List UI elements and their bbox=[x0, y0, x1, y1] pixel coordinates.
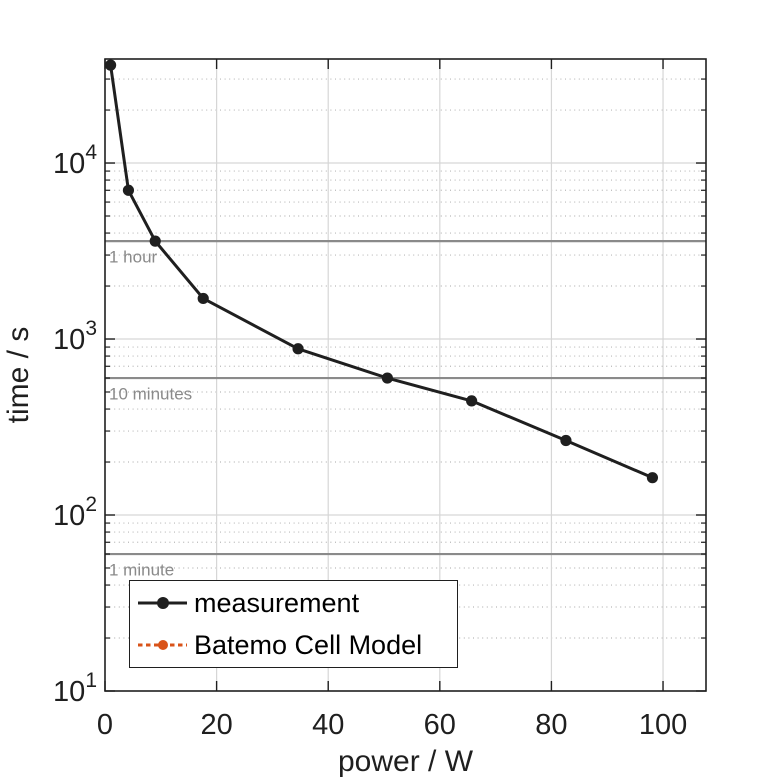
data-point-marker bbox=[560, 434, 572, 447]
circle-marker-icon bbox=[157, 640, 168, 650]
data-point-marker bbox=[381, 372, 393, 384]
circle-marker-icon bbox=[156, 597, 169, 609]
x-tick-label: 0 bbox=[97, 709, 113, 741]
x-axis-label: power / W bbox=[338, 745, 474, 778]
x-tick-label: 100 bbox=[639, 709, 687, 741]
x-tick-label: 40 bbox=[312, 709, 344, 741]
data-point-marker bbox=[122, 184, 135, 196]
series-line-measurement bbox=[109, 63, 654, 480]
measurement-line-sample bbox=[138, 595, 187, 611]
reference-line-label: 10 minutes bbox=[109, 385, 192, 404]
y-tick-label: 104 bbox=[53, 141, 97, 180]
data-point-marker bbox=[197, 292, 209, 305]
reference-line-label: 1 hour bbox=[109, 248, 158, 267]
x-tick-label: 80 bbox=[535, 709, 567, 741]
data-point-marker bbox=[466, 395, 478, 407]
data-point-marker bbox=[149, 235, 161, 247]
model-line-sample bbox=[138, 637, 187, 653]
y-tick-label: 101 bbox=[53, 669, 97, 708]
reference-line-label: 1 minute bbox=[109, 561, 174, 580]
data-point-marker bbox=[104, 59, 117, 71]
y-axis-label: time / s bbox=[2, 327, 35, 424]
legend: measurement Batemo Cell Model bbox=[129, 580, 458, 668]
legend-label-batemo-model: Batemo Cell Model bbox=[194, 629, 423, 660]
legend-label-measurement: measurement bbox=[194, 587, 360, 618]
legend-entry-batemo-model: Batemo Cell Model bbox=[138, 624, 457, 666]
data-point-marker bbox=[646, 472, 659, 484]
x-tick-label: 60 bbox=[424, 709, 456, 741]
y-tick-label: 103 bbox=[53, 317, 97, 356]
x-tick-label: 20 bbox=[200, 709, 232, 741]
legend-entry-measurement: measurement bbox=[138, 582, 457, 624]
y-tick-label: 102 bbox=[53, 493, 97, 532]
axes-frame bbox=[104, 58, 707, 692]
data-point-marker bbox=[292, 343, 304, 355]
